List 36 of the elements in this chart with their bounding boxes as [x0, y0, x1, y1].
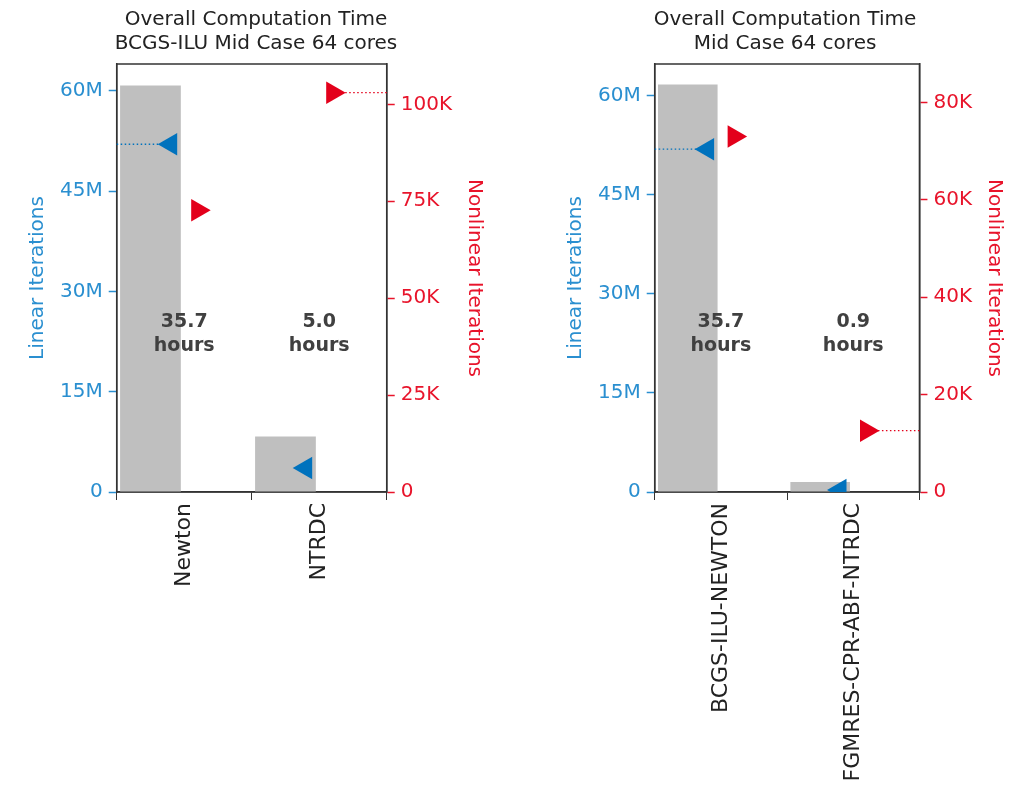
y2-tick-label: 60K: [933, 186, 973, 211]
y2-tick-label: 75K: [400, 187, 441, 212]
x-tick-label: FGMRES-CPR-ABF-NTRDC: [838, 503, 864, 782]
y-tick-label: 30M: [59, 277, 103, 302]
x-tick-label: BCGS-ILU-NEWTON: [706, 503, 732, 714]
chart-subtitle: BCGS-ILU Mid Case 64 cores: [114, 30, 398, 55]
y-tick-label: 15M: [59, 377, 103, 402]
y-tick-label: 45M: [59, 177, 103, 202]
annotation: 35.7 hours: [690, 308, 752, 355]
y2-axis-title: Nonlinear Iterations: [983, 178, 1008, 378]
annotation: 35.7 hours: [153, 308, 215, 355]
chart-title: Overall Computation Time: [653, 6, 917, 31]
y-tick-label: 45M: [597, 180, 641, 205]
y2-axis-title: Nonlinear Iterations: [463, 178, 488, 378]
y2-tick-label: 0: [933, 478, 947, 503]
x-tick-label: NTRDC: [304, 503, 330, 581]
chart-subtitle: Mid Case 64 cores: [693, 30, 877, 55]
y-axis-title: Linear Iterations: [562, 196, 587, 360]
y-tick-label: 0: [89, 478, 103, 503]
annotation: 5.0 hours: [288, 308, 350, 355]
chart-title: Overall Computation Time: [124, 6, 388, 31]
y2-tick-label: 100K: [400, 90, 453, 115]
y2-tick-label: 50K: [400, 284, 441, 309]
y2-tick-label: 80K: [933, 88, 973, 113]
y2-tick-label: 20K: [933, 380, 973, 405]
y-tick-label: 30M: [597, 280, 641, 305]
y2-tick-label: 0: [400, 478, 414, 503]
y-tick-label: 0: [627, 478, 641, 503]
y-tick-label: 15M: [597, 379, 641, 404]
y2-tick-label: 25K: [400, 381, 441, 406]
y2-tick-label: 40K: [933, 283, 973, 308]
x-tick-label: Newton: [169, 503, 195, 588]
annotation: 0.9 hours: [822, 308, 884, 355]
y-axis-title: Linear Iterations: [24, 196, 49, 360]
y-tick-label: 60M: [597, 81, 641, 106]
y-tick-label: 60M: [59, 76, 103, 101]
